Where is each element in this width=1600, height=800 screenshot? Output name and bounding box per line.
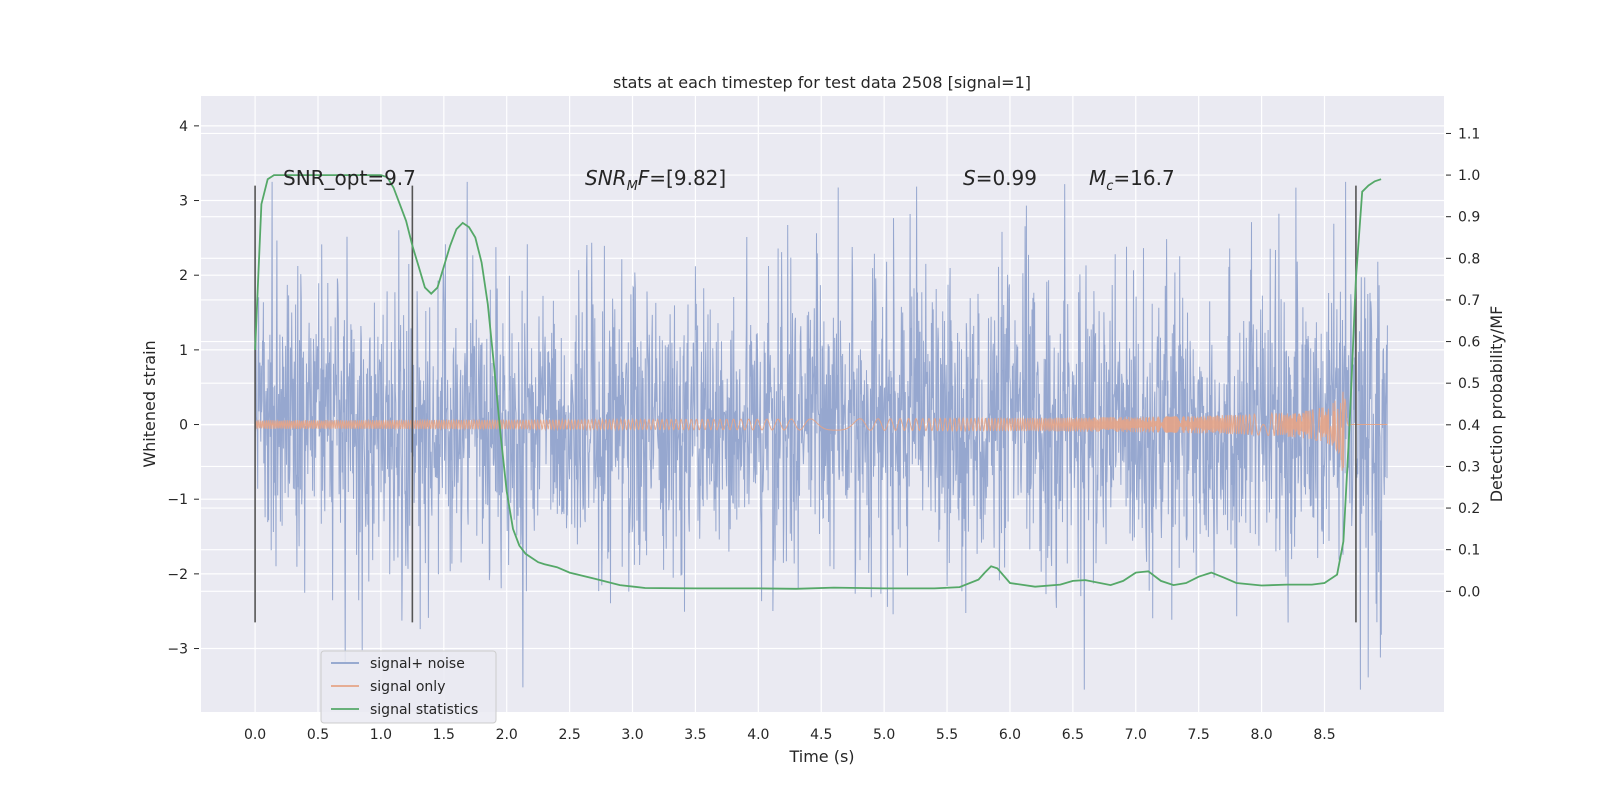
x-tick-label: 7.5 (1188, 727, 1210, 743)
annotation-snr-mf: SNRMF=[9.82] (585, 166, 726, 194)
annotation-snr-mf-mid: F (638, 166, 650, 190)
annotation-snr-mf-sub: M (627, 179, 638, 194)
legend: signal+ noise signal only signal statist… (320, 650, 497, 724)
y2-tick-label: 0.9 (1458, 210, 1480, 226)
annotation-snr-mf-base: SNR (585, 166, 627, 190)
y-tick-label: 1 (179, 343, 188, 359)
legend-label-signal-statistics: signal statistics (370, 702, 478, 718)
x-tick-label: 6.0 (999, 727, 1021, 743)
y2-tick-label: 0.3 (1458, 459, 1480, 475)
y2-tick-label: 1.0 (1458, 168, 1480, 184)
y-axis-label: Whitened strain (140, 340, 159, 467)
annotation-s: S=0.99 (963, 166, 1037, 190)
y-tick-labels: 4 3 2 1 0 −1 −2 −3 (167, 119, 199, 658)
x-tick-label: 0.5 (307, 727, 329, 743)
legend-box (320, 650, 497, 724)
y2-tick-label: 0.1 (1458, 543, 1480, 559)
y-tick-label: 0 (179, 418, 188, 434)
signal-only-line (254, 391, 1388, 471)
annotation-s-base: S (963, 166, 976, 190)
legend-label-signal-only: signal only (370, 679, 445, 695)
x-tick-label: 8.0 (1250, 727, 1272, 743)
y2-tick-label: 0.0 (1458, 584, 1480, 600)
x-tick-label: 6.5 (1062, 727, 1084, 743)
x-tick-label: 4.0 (747, 727, 769, 743)
x-tick-label: 7.0 (1125, 727, 1147, 743)
y2-tick-label: 1.1 (1458, 126, 1480, 142)
legend-label-signal-noise: signal+ noise (370, 656, 465, 672)
x-tick-label: 5.5 (936, 727, 958, 743)
x-tick-label: 5.0 (873, 727, 895, 743)
y-tick-label: −3 (167, 642, 188, 658)
x-tick-label: 0.0 (244, 727, 266, 743)
y-tick-label: 3 (179, 194, 188, 210)
annotation-snr-opt: SNR_opt=9.7 (283, 166, 416, 190)
x-tick-label: 3.0 (621, 727, 643, 743)
annotation-mc: Mc=16.7 (1089, 166, 1175, 194)
annotation-mc-value: =16.7 (1113, 166, 1174, 190)
y-tick-label: −1 (167, 492, 188, 508)
y2-tick-label: 0.4 (1458, 418, 1480, 434)
y2-tick-label: 0.8 (1458, 251, 1480, 267)
x-tick-label: 4.5 (810, 727, 832, 743)
x-tick-labels: 0.0 0.5 1.0 1.5 2.0 2.5 3.0 3.5 4.0 4.5 5.0 5.5 6.0 6… (244, 727, 1336, 743)
chart-title: stats at each timestep for test data 250… (613, 73, 1031, 92)
annotation-mc-sub: c (1106, 179, 1113, 194)
y2-tick-label: 0.7 (1458, 293, 1480, 309)
y2-tick-label: 0.2 (1458, 501, 1480, 517)
x-tick-label: 1.0 (370, 727, 392, 743)
y-tick-label: 4 (179, 119, 188, 135)
x-axis-label: Time (s) (788, 747, 854, 766)
x-tick-label: 2.5 (558, 727, 580, 743)
y2-tick-labels: 1.1 1.0 0.9 0.8 0.7 0.6 0.5 0.4 0.3 0.2 0.1 0.0 (1446, 126, 1480, 600)
annotation-s-value: =0.99 (976, 166, 1037, 190)
x-tick-label: 8.5 (1313, 727, 1335, 743)
x-tick-label: 2.0 (496, 727, 518, 743)
annotation-mc-base: M (1089, 166, 1106, 190)
y2-tick-label: 0.5 (1458, 376, 1480, 392)
y-tick-label: 2 (179, 268, 188, 284)
vertical-markers (254, 185, 1357, 623)
y2-axis-label: Detection probability/MF (1487, 306, 1506, 503)
signal-only-series (254, 391, 1388, 471)
y-tick-label: −2 (167, 567, 188, 583)
annotation-snr-mf-value: =[9.82] (649, 166, 726, 190)
x-tick-label: 1.5 (433, 727, 455, 743)
signal-noise-line (254, 181, 1388, 690)
x-tick-label: 3.5 (684, 727, 706, 743)
signal-noise-series (254, 181, 1388, 690)
signal-statistics-series (254, 174, 1382, 590)
y2-tick-label: 0.6 (1458, 335, 1480, 351)
signal-statistics-line (254, 174, 1382, 590)
